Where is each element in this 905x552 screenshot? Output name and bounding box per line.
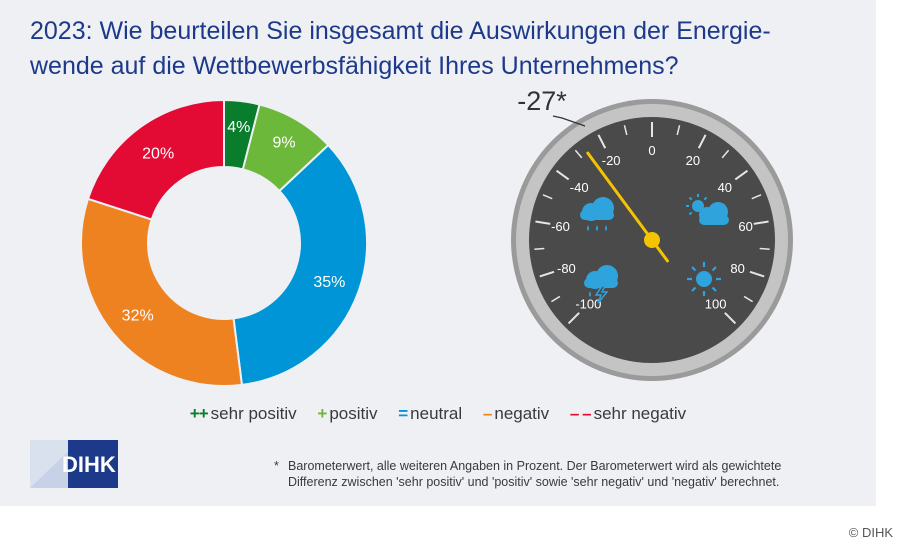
gauge-tick-label: 100	[705, 297, 727, 312]
gauge-tick-label: 20	[686, 153, 700, 168]
legend-item-sehr-positiv: ++ sehr positiv	[190, 404, 297, 424]
copyright-notice: © DIHK	[848, 525, 893, 540]
legend-label: sehr negativ	[593, 404, 687, 423]
gauge-minor-tick	[623, 125, 628, 136]
legend-label: negativ	[494, 404, 550, 423]
gauge-major-tick	[753, 220, 769, 225]
gauge-major-tick	[555, 169, 570, 181]
chart-legend: ++ sehr positiv + positiv = neutral – negati…	[0, 404, 876, 424]
donut-slice-label: 32%	[122, 307, 154, 324]
donut-chart: 4% 9% 35% 32% 20%	[80, 98, 368, 387]
gauge-major-tick	[724, 312, 737, 325]
gauge-major-tick	[535, 220, 551, 225]
gauge-major-tick	[697, 134, 707, 149]
legend-marker: =	[398, 404, 408, 423]
gauge-tick-label: -60	[551, 219, 570, 234]
chart-title: 2023: Wie beurteilen Sie insgesamt die A…	[30, 14, 860, 84]
gauge-tick-label: -80	[557, 261, 576, 276]
title-line-2: wende auf die Wettbewerbsfähigkeit Ihres…	[30, 52, 679, 80]
legend-item-negativ: – negativ	[483, 404, 549, 424]
donut-slice-label: 4%	[227, 119, 250, 136]
barometer-gauge: -100 -80 -60 -40 -20 0 20 40 60 80 100	[511, 86, 793, 381]
gauge-minor-tick	[743, 295, 754, 303]
gauge-major-tick	[749, 270, 765, 278]
legend-marker: +	[317, 404, 327, 423]
gauge-major-tick	[597, 134, 607, 149]
footnote-star: *	[274, 459, 279, 473]
sun-icon	[687, 262, 721, 296]
gauge-tick-label: 40	[718, 180, 732, 195]
gauge-tick-label: 60	[738, 219, 752, 234]
gauge-tick-label: 0	[648, 143, 655, 158]
gauge-tick-labels: -100 -80 -60 -40 -20 0 20 40 60 80 100	[551, 143, 753, 312]
charts-area: 4% 9% 35% 32% 20% -100 -80 -60 -40 -20 0 20 40 60 80 1…	[80, 86, 793, 387]
logo-block	[68, 440, 118, 488]
legend-item-neutral: = neutral	[398, 404, 462, 424]
legend-marker: ++	[189, 404, 209, 423]
footnote-line-1: Barometerwert, alle weiteren Angaben in …	[288, 459, 782, 473]
thunderstorm-icon	[584, 265, 618, 304]
legend-label: sehr positiv	[210, 404, 297, 423]
legend-label: positiv	[329, 404, 378, 423]
donut-slice-label: 9%	[273, 134, 296, 151]
rain-cloud-icon	[580, 197, 614, 231]
gauge-minor-tick	[759, 247, 770, 251]
gauge-minor-tick	[751, 194, 762, 200]
gauge-tick-label: -100	[575, 297, 601, 312]
donut-slice-negativ	[80, 197, 244, 387]
gauge-tick-label: -20	[602, 153, 621, 168]
gauge-major-tick	[567, 312, 580, 325]
gauge-tick-label: -40	[570, 180, 589, 195]
gauge-value-label: -27*	[517, 86, 567, 116]
gauge-minor-tick	[542, 194, 553, 200]
title-line-1: 2023: Wie beurteilen Sie insgesamt die A…	[30, 17, 771, 45]
donut-slice-sehr-negativ	[86, 98, 225, 221]
legend-label: neutral	[410, 404, 463, 423]
footnote: * Barometerwert, alle weiteren Angaben i…	[274, 458, 864, 490]
gauge-minor-tick	[676, 125, 681, 136]
dihk-logo: DIHK	[30, 440, 118, 488]
donut-slice-label: 35%	[313, 274, 345, 291]
gauge-major-tick	[539, 270, 555, 278]
logo-text: DIHK	[62, 452, 116, 477]
gauge-needle-hub	[644, 232, 660, 248]
gauge-minor-tick	[534, 247, 545, 251]
sun-cloud-icon	[686, 194, 729, 225]
legend-marker: – –	[569, 404, 592, 423]
donut-slice-neutral	[232, 143, 368, 386]
gauge-major-tick	[734, 169, 749, 181]
legend-item-positiv: + positiv	[317, 404, 377, 424]
gauge-minor-tick	[721, 149, 730, 159]
gauge-ticks	[534, 122, 770, 325]
footnote-line-2: Differenz zwischen 'sehr positiv' und 'p…	[288, 475, 780, 489]
legend-item-sehr-negativ: – – sehr negativ	[570, 404, 686, 424]
donut-slice-label: 20%	[142, 145, 174, 162]
gauge-minor-tick	[550, 295, 561, 303]
gauge-value-callout-line	[552, 115, 586, 127]
gauge-minor-tick	[574, 149, 583, 159]
gauge-tick-label: 80	[730, 261, 744, 276]
legend-marker: –	[482, 404, 493, 423]
